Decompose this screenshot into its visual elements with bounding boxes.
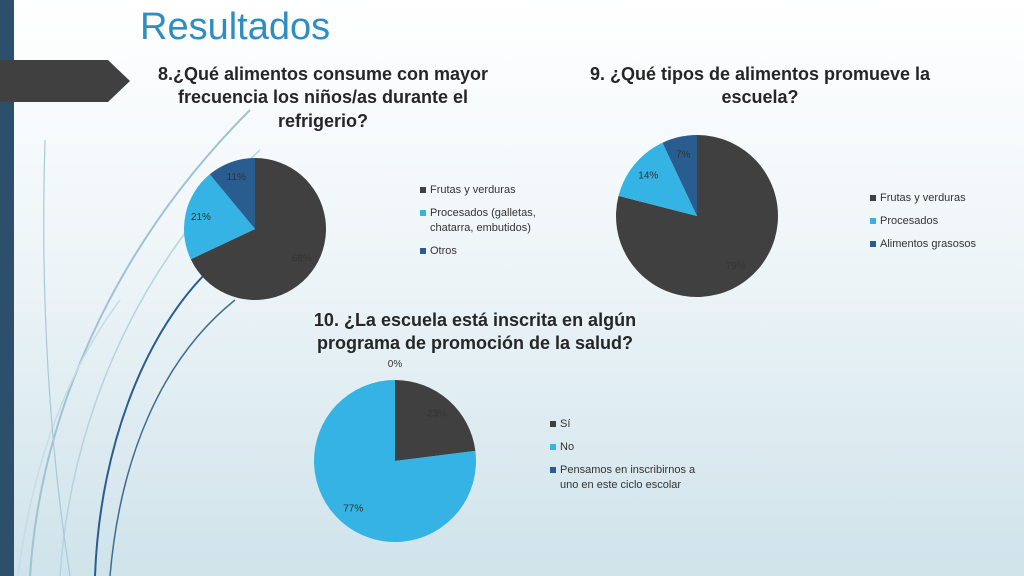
pie-slice-label: 79% bbox=[726, 261, 746, 272]
pie-slice bbox=[184, 174, 255, 260]
pie-slice bbox=[190, 158, 326, 300]
pie-chart-q9: 79% 14% 7% bbox=[616, 135, 778, 297]
legend-item: No bbox=[550, 440, 710, 455]
legend-item: Alimentos grasosos bbox=[870, 237, 1010, 252]
legend-q9: Frutas y verduras Procesados Alimentos gra… bbox=[870, 191, 1010, 260]
chart-title-q10: 10. ¿La escuela está inscrita en algún p… bbox=[313, 310, 637, 354]
legend-label: Pensamos en inscribirnos a uno en este c… bbox=[560, 463, 696, 491]
legend-label: Procesados (galletas, chatarra, embutido… bbox=[430, 206, 536, 234]
decorative-curves bbox=[17, 109, 260, 576]
pie-slice bbox=[395, 380, 476, 461]
legend-q8: Frutas y verduras Procesados (galletas, c… bbox=[420, 183, 560, 266]
pie-slice-label: 11% bbox=[227, 172, 246, 183]
pie-slice bbox=[662, 135, 697, 216]
legend-item: Otros bbox=[420, 244, 560, 259]
legend-label: Procesados bbox=[880, 214, 939, 227]
legend-item: Sí bbox=[550, 417, 710, 432]
legend-swatch bbox=[550, 443, 556, 450]
pie-slice-label: 14% bbox=[638, 171, 658, 182]
pie-slice-label: 21% bbox=[191, 212, 211, 223]
pie-slice-label: 0% bbox=[388, 359, 403, 370]
pie-slice bbox=[314, 380, 476, 542]
legend-swatch bbox=[870, 240, 876, 247]
chart-title-q8: 8.¿Qué alimentos consume con mayor frecu… bbox=[157, 64, 489, 131]
legend-item: Procesados bbox=[870, 214, 1010, 229]
legend-label: Otros bbox=[430, 244, 457, 257]
legend-label: Alimentos grasosos bbox=[880, 237, 976, 250]
chart-title-q9: 9. ¿Qué tipos de alimentos promueve la e… bbox=[589, 64, 931, 108]
pie-slice bbox=[618, 142, 697, 216]
legend-item: Pensamos en inscribirnos a uno en este c… bbox=[550, 463, 710, 493]
pie-slice-label: 7% bbox=[676, 149, 691, 160]
legend-swatch bbox=[550, 421, 556, 427]
legend-swatch bbox=[420, 247, 426, 254]
pie-slice-label: 77% bbox=[343, 503, 363, 514]
legend-label: Frutas y verduras bbox=[430, 184, 516, 196]
title-arrow-tab bbox=[0, 60, 130, 102]
legend-swatch bbox=[870, 217, 876, 224]
legend-item: Procesados (galletas, chatarra, embutido… bbox=[420, 206, 560, 236]
legend-swatch bbox=[870, 195, 876, 201]
legend-label: No bbox=[560, 440, 575, 453]
legend-q10: Sí No Pensamos en inscribirnos a uno en es… bbox=[550, 417, 710, 500]
pie-chart-q10: 23% 77% 0% bbox=[314, 359, 476, 542]
legend-label: Frutas y verduras bbox=[880, 192, 966, 204]
slide-title: Resultados bbox=[140, 6, 331, 48]
legend-swatch bbox=[420, 209, 426, 216]
pie-slice bbox=[209, 158, 255, 229]
pie-chart-q8: 68% 21% 11% bbox=[184, 158, 326, 300]
legend-swatch bbox=[420, 187, 426, 193]
legend-item: Frutas y verduras bbox=[870, 191, 1010, 206]
legend-swatch bbox=[550, 466, 556, 473]
legend-label: Sí bbox=[560, 418, 571, 430]
pie-slice-label: 23% bbox=[427, 409, 447, 420]
left-accent-bar bbox=[0, 0, 14, 576]
legend-item: Frutas y verduras bbox=[420, 183, 560, 198]
pie-slice-label: 68% bbox=[292, 254, 312, 265]
